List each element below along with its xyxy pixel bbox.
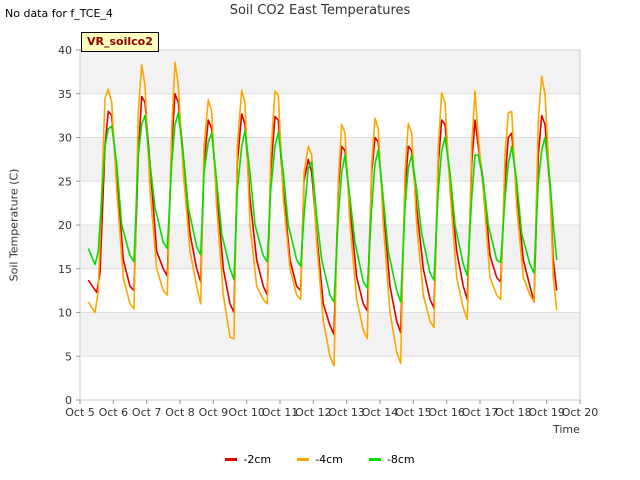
y-tick-label: 15 <box>58 263 72 276</box>
series-line-8cm <box>87 112 558 303</box>
legend-label-8cm: -8cm <box>386 453 415 466</box>
legend-swatch-4cm <box>297 458 310 461</box>
y-tick-label: 35 <box>58 88 72 101</box>
x-tick-label: Oct 6 <box>99 406 129 419</box>
y-tick-label: 0 <box>65 394 72 407</box>
x-tick-label: Oct 18 <box>495 406 532 419</box>
series-lines <box>87 61 558 367</box>
x-tick-label: Oct 16 <box>428 406 465 419</box>
legend-item-2cm: -2cm <box>225 453 271 466</box>
background-band <box>80 225 580 269</box>
legend-swatch-2cm <box>225 458 238 461</box>
background-band <box>80 312 580 357</box>
x-tick-label: Oct 13 <box>328 406 365 419</box>
x-tick-label: Oct 15 <box>395 406 432 419</box>
site-badge: VR_soilco2 <box>81 32 159 52</box>
y-tick-label: 5 <box>65 350 72 363</box>
legend-swatch-8cm <box>368 458 381 461</box>
x-tick-label: Oct 14 <box>362 406 399 419</box>
x-tick-label: Oct 19 <box>528 406 565 419</box>
legend-item-4cm: -4cm <box>297 453 343 466</box>
chart-title: Soil CO2 East Temperatures <box>229 3 411 18</box>
background-band <box>80 50 580 94</box>
y-axis-ticks: 0 5 10 15 20 25 30 35 40 <box>58 44 80 407</box>
y-tick-label: 30 <box>58 132 72 145</box>
x-tick-label: Oct 9 <box>199 406 229 419</box>
x-axis-label: Time <box>553 423 580 436</box>
no-data-note: No data for f_TCE_4 <box>5 7 113 20</box>
background-band <box>80 137 580 182</box>
y-tick-label: 10 <box>58 307 72 320</box>
x-tick-label: Oct 8 <box>165 406 195 419</box>
legend-label-4cm: -4cm <box>315 453 343 466</box>
y-tick-label: 25 <box>58 175 72 188</box>
x-tick-label: Oct 20 <box>562 406 599 419</box>
legend: -2cm -4cm -8cm <box>0 453 640 466</box>
legend-item-8cm: -8cm <box>368 453 415 466</box>
y-axis-label: Soil Temperature (C) <box>7 168 21 282</box>
y-tick-label: 20 <box>58 219 72 232</box>
y-tick-label: 40 <box>58 44 72 57</box>
legend-label-2cm: -2cm <box>243 453 272 466</box>
x-tick-label: Oct 11 <box>262 406 299 419</box>
x-tick-label: Oct 5 <box>65 406 95 419</box>
plot-background-bands <box>80 50 580 357</box>
x-tick-label: Oct 10 <box>228 406 265 419</box>
x-tick-label: Oct 12 <box>295 406 332 419</box>
x-tick-label: Oct 17 <box>462 406 499 419</box>
x-tick-label: Oct 7 <box>132 406 162 419</box>
